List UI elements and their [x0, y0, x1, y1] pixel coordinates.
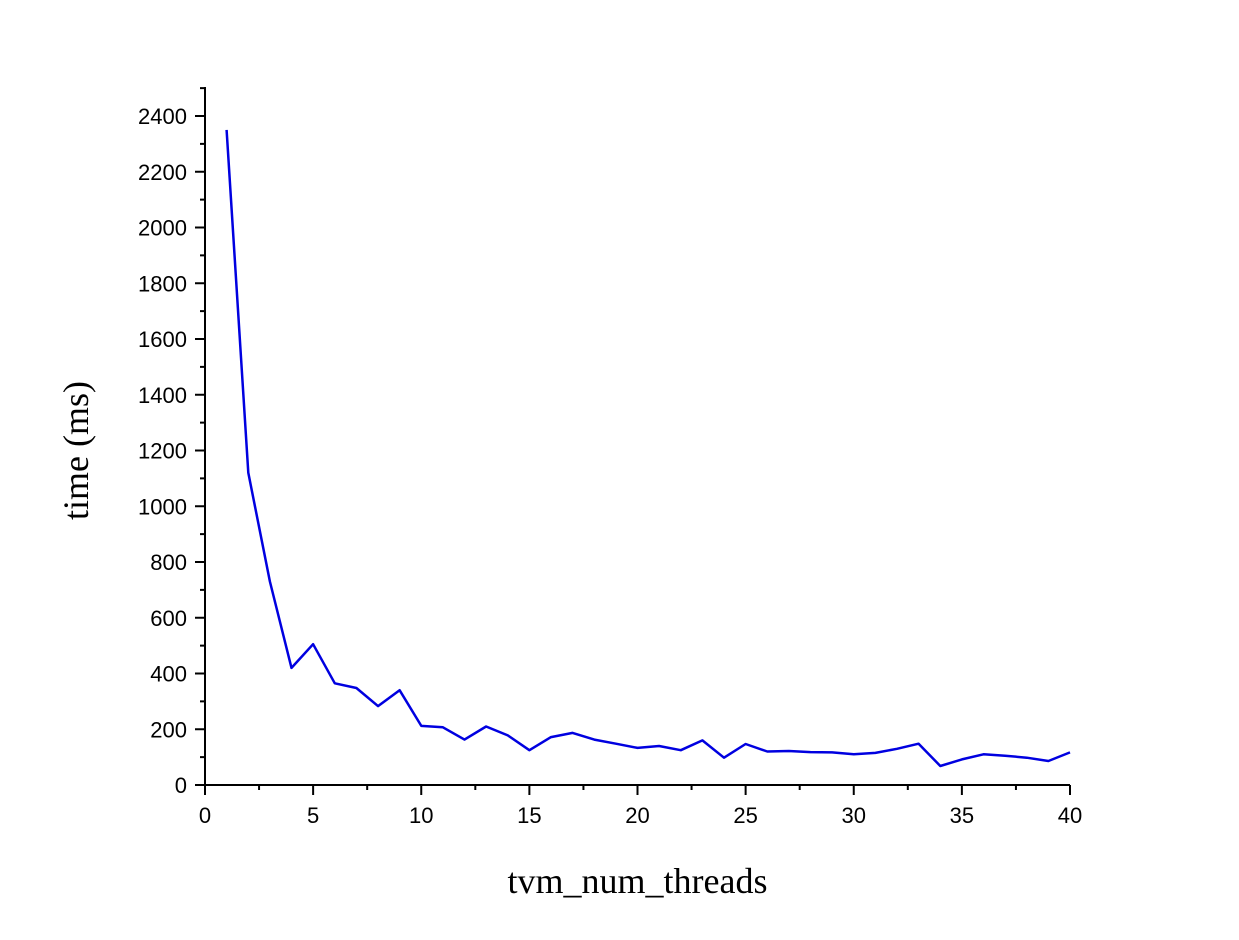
series-line — [225, 129, 1071, 768]
y-tick-label: 1600 — [138, 327, 187, 352]
y-tick-label: 0 — [175, 773, 187, 798]
y-tick-label: 800 — [150, 550, 187, 575]
x-tick-label: 40 — [1058, 803, 1082, 828]
x-tick-label: 10 — [409, 803, 433, 828]
y-tick-label: 400 — [150, 662, 187, 687]
x-tick-label: 35 — [950, 803, 974, 828]
x-tick-label: 25 — [733, 803, 757, 828]
y-tick-label: 1800 — [138, 271, 187, 296]
x-tick-label: 20 — [625, 803, 649, 828]
series-layer — [225, 129, 1071, 768]
x-tick-label: 15 — [517, 803, 541, 828]
y-tick-label: 600 — [150, 606, 187, 631]
y-tick-label: 1400 — [138, 383, 187, 408]
x-tick-label: 0 — [199, 803, 211, 828]
y-tick-label: 2200 — [138, 160, 187, 185]
x-tick-label: 30 — [842, 803, 866, 828]
x-tick-label: 5 — [307, 803, 319, 828]
y-axis-title: time (ms) — [56, 381, 96, 520]
ticks-layer — [195, 87, 1071, 795]
x-axis-title: tvm_num_threads — [508, 861, 768, 901]
y-tick-label: 1000 — [138, 494, 187, 519]
y-tick-label: 200 — [150, 717, 187, 742]
tick-labels-layer: 0 5 10 15 20 25 30 35 40020040060080010001200140… — [138, 104, 1082, 828]
y-tick-label: 2000 — [138, 216, 187, 241]
y-tick-label: 2400 — [138, 104, 187, 129]
y-tick-label: 1200 — [138, 439, 187, 464]
